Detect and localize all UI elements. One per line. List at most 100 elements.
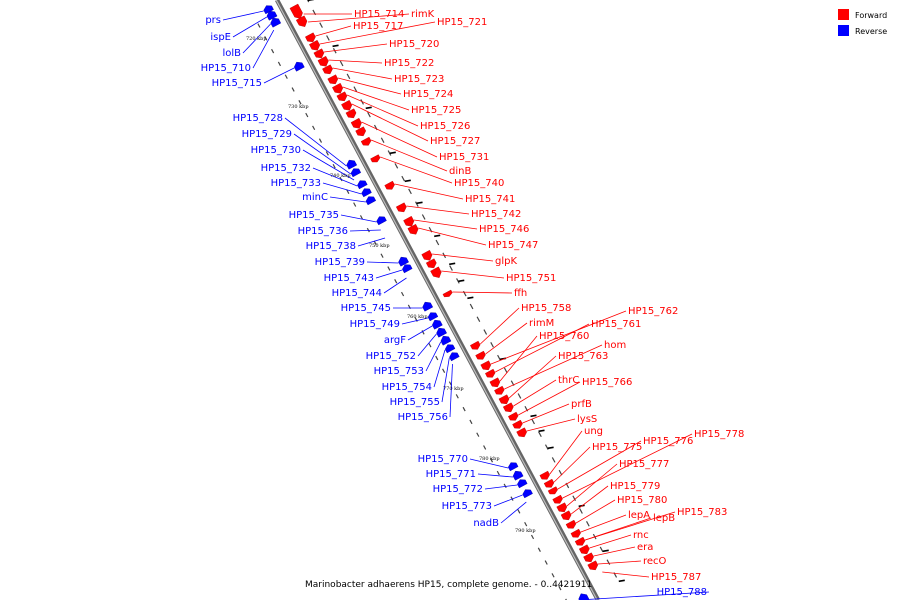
kbp-tick-label: 760 kbp — [407, 314, 428, 320]
legend-reverse-swatch — [838, 25, 849, 36]
label-leader — [284, 117, 347, 167]
label-leader — [441, 270, 505, 279]
forward-gene-arrow — [574, 536, 586, 546]
gene-label-hp15-766: HP15_766 — [582, 377, 632, 388]
gene-label-rimk: rimK — [411, 9, 435, 20]
reverse-gene-arrow — [376, 216, 387, 226]
label-leader — [319, 21, 436, 45]
gene-label-hp15-771: HP15_771 — [426, 469, 476, 480]
strand-tick — [326, 35, 330, 41]
label-leader — [518, 381, 581, 416]
label-leader — [351, 103, 429, 142]
reverse-gene-arrow — [365, 196, 377, 206]
label-leader — [425, 341, 442, 372]
strand-tick — [551, 573, 555, 578]
strand-tick — [442, 368, 446, 373]
reverse-gene-arrow — [270, 17, 282, 28]
strand-tick — [489, 458, 494, 463]
gene-label-hp15-752: HP15_752 — [366, 351, 416, 362]
strand-tick — [312, 125, 316, 131]
strand-tick — [476, 432, 480, 437]
reverse-gene-arrow — [361, 188, 372, 198]
gene-label-hp15-780: HP15_780 — [617, 495, 667, 506]
strand-tick — [421, 214, 426, 220]
gene-label-hp15-739: HP15_739 — [315, 257, 365, 268]
gene-label-hp15-720: HP15_720 — [389, 39, 439, 50]
gene-label-hp15-772: HP15_772 — [433, 484, 483, 495]
gene-label-hp15-747: HP15_747 — [488, 240, 538, 251]
gene-label-hp15-775: HP15_775 — [592, 442, 642, 453]
strand-ticks — [257, 0, 625, 600]
label-leader — [401, 317, 428, 325]
strand-tick — [389, 151, 396, 155]
gene-label-hp15-746: HP15_746 — [479, 224, 529, 235]
strand-tick — [517, 509, 521, 514]
forward-gene-arrow — [508, 411, 519, 421]
label-leader — [562, 433, 693, 499]
strand-tick — [318, 138, 323, 143]
strand-tick — [467, 296, 474, 300]
label-leader — [329, 196, 366, 203]
gene-label-hp15-776: HP15_776 — [643, 436, 693, 447]
label-leader — [449, 364, 453, 418]
strand-tick — [306, 0, 310, 3]
reverse-gene-arrow — [357, 180, 368, 190]
strand-tick — [332, 163, 336, 169]
kbp-tick-label: 770 kbp — [443, 386, 464, 392]
strand-tick — [305, 112, 309, 118]
strand-tick — [380, 253, 384, 258]
label-leader — [407, 325, 433, 341]
backbone-highlight — [275, 0, 598, 600]
kbp-ticks: 720 kbp 730 kbp 740 kbp 750 kbp 760 kbp 770 k… — [246, 36, 536, 534]
strand-tick — [434, 234, 441, 238]
forward-gene-arrow — [407, 223, 419, 235]
reverse-gene-arrow — [444, 344, 456, 354]
reverse-gene-arrow — [440, 335, 452, 346]
label-leader — [585, 511, 676, 541]
label-leader — [366, 261, 399, 264]
forward-gene-arrow — [480, 360, 492, 371]
strand-tick — [531, 418, 535, 425]
label-leader — [480, 307, 520, 345]
forward-gene-arrow — [309, 39, 321, 51]
label-leader — [593, 546, 636, 557]
strand-tick — [394, 163, 399, 169]
strand-tick — [510, 496, 514, 501]
strand-tick — [394, 279, 398, 284]
gene-label-ispe: ispE — [210, 32, 231, 43]
gene-label-hp15-773: HP15_773 — [442, 501, 492, 512]
strand-tick — [284, 74, 288, 79]
strand-tick — [325, 151, 329, 156]
strand-tick — [586, 521, 590, 527]
strand-tick — [606, 559, 611, 565]
gene-label-hp15-743: HP15_743 — [324, 273, 374, 284]
gene-label-era: era — [637, 542, 653, 553]
forward-gene-arrow — [578, 544, 590, 555]
label-leader — [580, 514, 627, 533]
label-leader — [441, 357, 450, 403]
forward-gene-arrow — [552, 494, 563, 504]
forward-gene-arrow — [336, 91, 348, 102]
forward-gene-arrow — [305, 32, 316, 43]
label-leader — [526, 418, 576, 432]
gene-label-hp15-725: HP15_725 — [411, 105, 461, 116]
strand-tick — [435, 239, 440, 246]
label-leader — [371, 139, 448, 172]
reverse-gene-arrow — [507, 462, 519, 472]
forward-gene-arrow — [587, 560, 599, 571]
gene-label-hp15-741: HP15_741 — [465, 194, 515, 205]
gene-label-hp15-723: HP15_723 — [394, 74, 444, 85]
strand-tick — [346, 73, 351, 80]
gene-label-hp15-751: HP15_751 — [506, 273, 556, 284]
forward-gene-arrow — [516, 427, 528, 438]
forward-gene-arrow — [512, 419, 523, 429]
forward-gene-arrow — [494, 385, 505, 395]
strand-tick — [387, 150, 392, 156]
gene-label-minc: minC — [302, 192, 328, 203]
strand-tick — [455, 394, 459, 399]
gene-label-hp15-755: HP15_755 — [390, 397, 440, 408]
strand-tick — [490, 342, 494, 348]
reverse-gene-arrow — [522, 489, 533, 499]
kbp-tick-label: 790 kbp — [515, 528, 536, 534]
label-leader — [222, 10, 264, 21]
